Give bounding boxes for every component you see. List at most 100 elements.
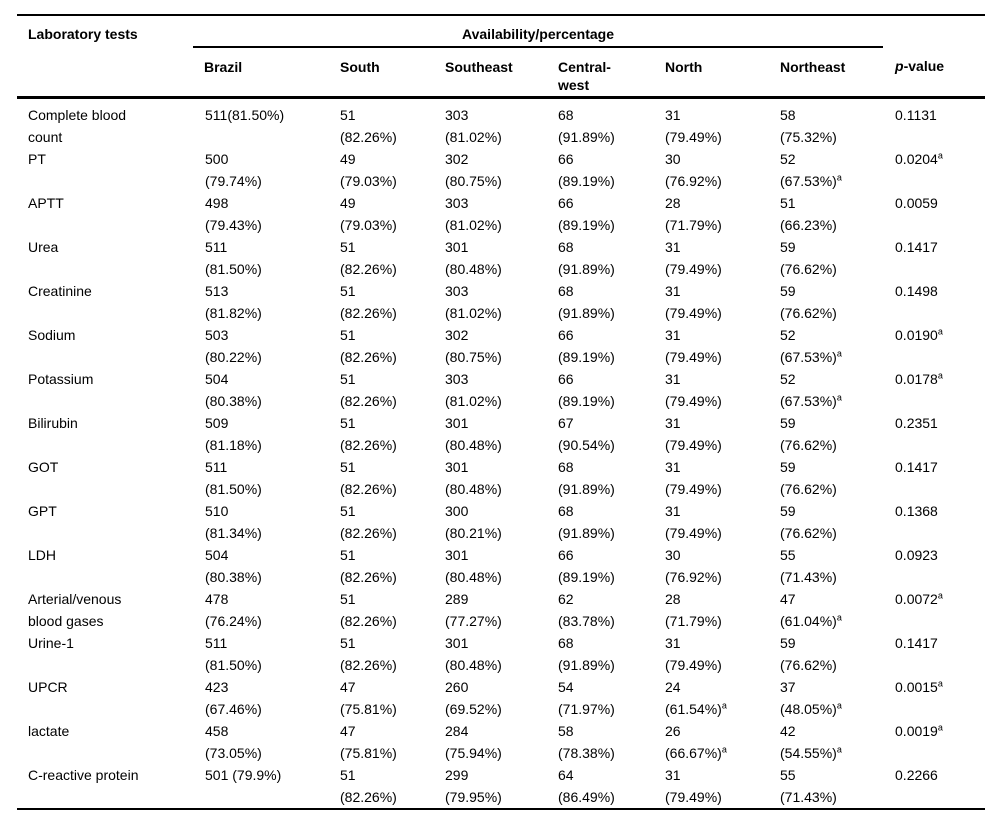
- value-line: (61.04%)a: [780, 611, 842, 629]
- value-line: (67.53%)a: [780, 347, 842, 365]
- significance-superscript: a: [721, 699, 727, 710]
- value-cell: 59 (76.62%): [768, 632, 883, 676]
- value-line: (79.03%): [340, 216, 397, 233]
- value-line: 54: [558, 678, 574, 695]
- value-cell: 51 (82.26%): [328, 97, 433, 148]
- value-line: (76.92%): [665, 172, 722, 189]
- value-cell: 64 (86.49%): [546, 764, 653, 809]
- significance-superscript: a: [836, 347, 842, 358]
- test-name-cell: Urea: [28, 238, 59, 255]
- value-cell: 31 (79.49%): [653, 632, 768, 676]
- p-value-cell: 0.1417: [883, 236, 985, 280]
- value-cell: 510 (81.34%): [193, 500, 328, 544]
- value-cell: 67 (90.54%): [546, 412, 653, 456]
- value-cell: 511(81.50%): [193, 456, 328, 500]
- value-cell: 511(81.50%): [193, 97, 328, 148]
- value-line: 511(81.50%): [205, 106, 285, 123]
- significance-superscript: a: [937, 325, 943, 336]
- value-line: (82.26%): [340, 128, 397, 145]
- value-line: (73.05%): [205, 744, 262, 761]
- value-cell: 54 (71.97%): [546, 676, 653, 720]
- value-cell: 478 (76.24%): [193, 588, 328, 632]
- value-cell: 24 (61.54%)a: [653, 676, 768, 720]
- value-line: 68: [558, 106, 574, 123]
- value-line: (82.26%): [340, 304, 397, 321]
- value-line: 49: [340, 194, 356, 211]
- value-line: 28: [665, 194, 681, 211]
- value-line: 31: [665, 370, 681, 387]
- value-line: 51: [340, 458, 356, 475]
- value-cell: 30 (76.92%): [653, 148, 768, 192]
- value-line: (66.67%)a: [665, 743, 727, 761]
- p-value-line: 0.1417: [895, 458, 938, 475]
- value-line: 498: [205, 194, 229, 211]
- value-line: 30: [665, 546, 681, 563]
- value-cell: 47 (61.04%)a: [768, 588, 883, 632]
- value-cell: 49 (79.03%): [328, 148, 433, 192]
- test-name-cell: UPCR: [28, 678, 68, 695]
- value-cell: 59 (76.62%): [768, 500, 883, 544]
- value-line: (76.62%): [780, 304, 837, 321]
- value-line: (81.02%): [445, 216, 502, 233]
- p-value-line: 0.1368: [895, 502, 938, 519]
- value-line: (71.43%): [780, 788, 837, 805]
- p-value-cell: 0.0178a: [883, 368, 985, 412]
- value-line: (82.26%): [340, 260, 397, 277]
- value-line: (75.94%): [445, 744, 502, 761]
- value-line: 303: [445, 370, 469, 387]
- value-cell: 301 (80.48%): [433, 544, 546, 588]
- value-line: (79.03%): [340, 172, 397, 189]
- table-row: Urine-1 511 (81.50%) 51 (82.26%) 301 (80.48%) 6…: [17, 632, 985, 676]
- test-name-cell: GPT: [28, 502, 57, 519]
- value-line: (76.62%): [780, 480, 837, 497]
- group-header-row: Laboratory tests Availability/percentage: [17, 15, 985, 99]
- column-header-brazil: Brazil: [193, 47, 328, 99]
- value-line: (89.19%): [558, 348, 615, 365]
- column-header-p-value: p-value: [883, 47, 986, 99]
- value-cell: 423 (67.46%): [193, 676, 328, 720]
- value-line: 423: [205, 678, 229, 695]
- value-cell: 511(81.50%): [193, 632, 328, 676]
- value-cell: 58 (78.38%): [546, 720, 653, 764]
- value-line: 47: [340, 722, 356, 739]
- value-line: (75.81%): [340, 700, 397, 717]
- value-cell: 300 (80.21%): [433, 500, 546, 544]
- value-cell: 31 (79.49%): [653, 764, 768, 809]
- value-line: 68: [558, 634, 574, 651]
- p-value-line: 0.2351: [895, 414, 938, 431]
- value-cell: 303 (81.02%): [433, 368, 546, 412]
- value-cell: 31 (79.49%): [653, 236, 768, 280]
- value-cell: 68 (91.89%): [546, 280, 653, 324]
- value-line: (71.79%): [665, 612, 722, 629]
- test-name-cell: C-reactive protein: [28, 766, 139, 783]
- significance-superscript: a: [937, 149, 943, 160]
- value-line: 511: [205, 238, 228, 255]
- value-line: (80.38%): [205, 392, 262, 409]
- value-cell: 31 (79.49%): [653, 280, 768, 324]
- value-line: (75.81%): [340, 744, 397, 761]
- p-value-line: 0.0019a: [895, 721, 943, 739]
- value-line: 503: [205, 326, 229, 343]
- p-value-cell: 0.1417: [883, 456, 985, 500]
- value-line: 55: [780, 766, 796, 783]
- table-row: LDH 504 (80.38%) 51 (82.26%) 301 (80.48%) 66 (89…: [17, 544, 985, 588]
- p-value-cell: 0.0204a: [883, 148, 985, 192]
- value-cell: 68 (91.89%): [546, 236, 653, 280]
- value-cell: 30 (76.92%): [653, 544, 768, 588]
- value-cell: 509 (81.18%): [193, 412, 328, 456]
- value-cell: 28 (71.79%): [653, 192, 768, 236]
- value-cell: 31 (79.49%): [653, 500, 768, 544]
- value-line: 62: [558, 590, 574, 607]
- value-line: (79.43%): [205, 216, 262, 233]
- table-row: UPCR 423 (67.46%) 47 (75.81%) 260 (69.52%) 54 (7…: [17, 676, 985, 720]
- value-cell: 47 (75.81%): [328, 720, 433, 764]
- column-group-header-availability-percentage: Availability/percentage: [193, 15, 884, 48]
- value-line: 31: [665, 282, 681, 299]
- value-line: 59: [780, 458, 796, 475]
- significance-superscript: a: [937, 721, 943, 732]
- value-line: (89.19%): [558, 172, 615, 189]
- p-value-cell: 0.1368: [883, 500, 985, 544]
- value-line: 303: [445, 106, 469, 123]
- value-cell: 59 (76.62%): [768, 236, 883, 280]
- value-line: (81.34%): [205, 524, 262, 541]
